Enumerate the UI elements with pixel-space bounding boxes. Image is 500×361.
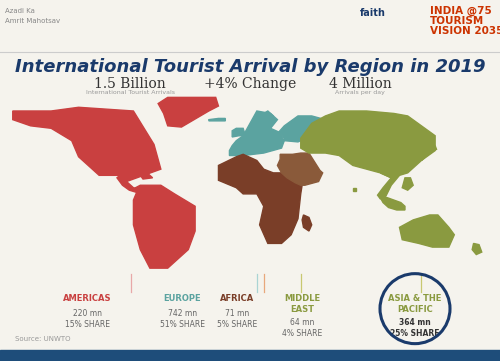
Polygon shape <box>302 215 312 231</box>
Polygon shape <box>209 118 226 121</box>
Text: 5% SHARE: 5% SHARE <box>218 320 258 329</box>
Polygon shape <box>422 145 436 161</box>
Polygon shape <box>232 128 246 137</box>
Polygon shape <box>279 116 326 142</box>
Polygon shape <box>278 153 322 185</box>
Text: 51% SHARE: 51% SHARE <box>160 320 205 329</box>
Text: 1.5 Billion: 1.5 Billion <box>94 77 166 91</box>
Text: International Tourist Arrivals: International Tourist Arrivals <box>86 90 174 95</box>
Polygon shape <box>12 107 161 182</box>
Text: AMERICAS: AMERICAS <box>63 294 112 303</box>
Polygon shape <box>140 173 152 179</box>
Text: Arrivals per day: Arrivals per day <box>335 90 385 95</box>
Text: 742 mn: 742 mn <box>168 309 197 318</box>
Polygon shape <box>218 154 302 243</box>
Polygon shape <box>130 185 195 268</box>
Text: INDIA @75: INDIA @75 <box>430 6 492 16</box>
Text: 25% SHARE: 25% SHARE <box>390 329 440 338</box>
Text: Azadi Ka: Azadi Ka <box>5 8 35 14</box>
Text: Source: UNWTO: Source: UNWTO <box>15 336 70 342</box>
Text: 220 mn: 220 mn <box>73 309 102 318</box>
Text: Amrit Mahotsav: Amrit Mahotsav <box>5 18 60 24</box>
Polygon shape <box>380 197 405 210</box>
Polygon shape <box>230 111 284 156</box>
Text: 71 mn: 71 mn <box>226 309 250 318</box>
Text: 64 mn: 64 mn <box>290 318 314 327</box>
Text: VISION 2035: VISION 2035 <box>430 26 500 36</box>
Text: 4 Million: 4 Million <box>328 77 392 91</box>
Polygon shape <box>402 178 413 190</box>
Text: ASIA & THE
PACIFIC: ASIA & THE PACIFIC <box>388 294 442 314</box>
Text: +4% Change: +4% Change <box>204 77 296 91</box>
Text: 4% SHARE: 4% SHARE <box>282 329 323 338</box>
Polygon shape <box>117 175 140 193</box>
Polygon shape <box>300 111 435 178</box>
Polygon shape <box>378 173 400 199</box>
Text: EUROPE: EUROPE <box>164 294 202 303</box>
Text: AFRICA: AFRICA <box>220 294 254 303</box>
Polygon shape <box>158 97 218 127</box>
Text: MIDDLE
EAST: MIDDLE EAST <box>284 294 320 314</box>
Text: TOURISM: TOURISM <box>430 16 484 26</box>
Polygon shape <box>250 111 274 130</box>
Polygon shape <box>400 215 454 247</box>
Text: 364 mn: 364 mn <box>399 318 431 327</box>
Text: International Tourist Arrival by Region in 2019: International Tourist Arrival by Region … <box>15 58 486 76</box>
Text: 15% SHARE: 15% SHARE <box>65 320 110 329</box>
Text: faith: faith <box>360 8 386 18</box>
Polygon shape <box>472 243 482 255</box>
Bar <box>0 350 500 361</box>
Polygon shape <box>353 188 356 191</box>
